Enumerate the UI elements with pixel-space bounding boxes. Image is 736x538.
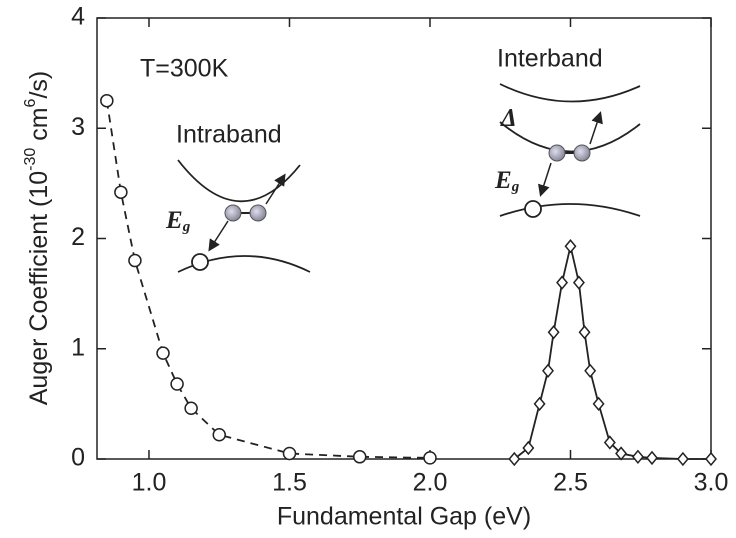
y-tick-label: 4 xyxy=(71,3,85,31)
x-tick-label: 3.0 xyxy=(694,469,729,497)
data-point xyxy=(212,427,226,442)
x-tick-label: 2.0 xyxy=(413,469,448,497)
data-point xyxy=(352,450,367,464)
data-point xyxy=(592,396,605,412)
data-point xyxy=(423,451,437,465)
data-point xyxy=(603,435,616,450)
plot-frame xyxy=(96,17,712,460)
x-tick-label: 1.5 xyxy=(272,469,307,497)
data-point xyxy=(156,346,170,360)
data-point xyxy=(547,325,560,340)
data-point xyxy=(533,396,546,412)
data-point xyxy=(100,93,114,108)
data-point xyxy=(615,446,628,461)
x-tick-label: 2.5 xyxy=(553,469,588,497)
data-point xyxy=(578,325,591,340)
annotation: Interband xyxy=(497,45,603,73)
data-point xyxy=(676,451,689,467)
data-point xyxy=(114,185,128,199)
data-point xyxy=(508,451,521,467)
data-point xyxy=(170,377,184,391)
series-line xyxy=(105,100,431,459)
annotation: T=300K xyxy=(140,55,229,83)
series-line xyxy=(513,246,711,460)
data-point xyxy=(572,275,585,290)
interband-diagram xyxy=(499,83,641,218)
y-tick-label: 1 xyxy=(71,333,85,361)
y-tick-label: 3 xyxy=(71,113,85,141)
data-point xyxy=(584,363,597,378)
data-point xyxy=(705,451,717,467)
energy-gap-label: Eg xyxy=(165,207,191,236)
y-tick-label: 0 xyxy=(71,444,85,472)
data-point xyxy=(556,275,569,290)
data-point xyxy=(542,363,554,378)
x-tick-label: 1.0 xyxy=(132,469,167,497)
annotation: Intraband xyxy=(176,121,282,149)
y-tick-label: 2 xyxy=(71,223,85,251)
y-axis-label: Auger Coefficient (10-30 cm6/s) xyxy=(22,71,52,406)
data-point xyxy=(128,253,142,268)
data-point xyxy=(522,440,535,456)
data-point xyxy=(646,450,658,466)
data-point xyxy=(564,239,577,254)
energy-gap-label: Eg xyxy=(494,167,520,196)
intraband-diagram xyxy=(177,159,311,273)
data-point xyxy=(184,401,198,416)
x-axis-label: Fundamental Gap (eV) xyxy=(277,503,531,531)
data-point xyxy=(631,449,644,464)
data-point xyxy=(282,446,297,461)
